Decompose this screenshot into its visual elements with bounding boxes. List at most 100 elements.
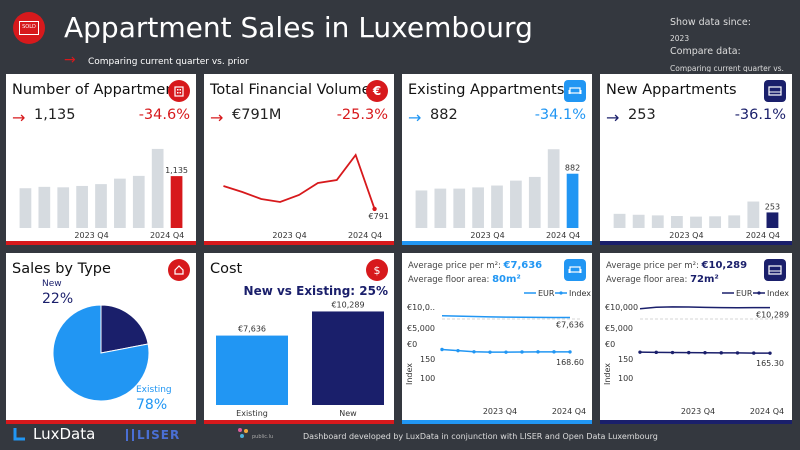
legend-index-marker: [559, 291, 563, 295]
y-tick-label: €0: [605, 340, 615, 349]
bar[interactable]: [690, 216, 702, 228]
cost-bar[interactable]: [312, 311, 384, 405]
index-point[interactable]: [488, 350, 492, 354]
bar[interactable]: [434, 188, 447, 228]
pie-slice-existing[interactable]: [52, 304, 150, 402]
index-point[interactable]: [654, 350, 658, 355]
since-filter-value[interactable]: 2023: [670, 34, 690, 43]
bar[interactable]: [547, 149, 560, 228]
index-point[interactable]: [520, 350, 524, 354]
liser-logo[interactable]: LISER: [126, 428, 180, 442]
eur-line: [639, 306, 771, 310]
bar[interactable]: [95, 184, 107, 228]
card-accent-bar: [6, 420, 196, 424]
bar[interactable]: [528, 176, 541, 228]
index-point[interactable]: [719, 351, 723, 355]
bar[interactable]: [170, 176, 183, 228]
area-value: 72m²: [690, 274, 719, 285]
kpi-change: -36.1%: [734, 107, 786, 123]
index-point[interactable]: [472, 350, 476, 354]
bar[interactable]: [19, 188, 32, 228]
index-point[interactable]: [703, 351, 707, 355]
index-point[interactable]: [638, 350, 642, 354]
euro-icon: €: [366, 80, 388, 102]
card-accent-bar: [204, 420, 394, 424]
bar-chart-new: 253 2023 Q4 2024 Q4: [613, 201, 780, 240]
pie-pct-new: 22%: [42, 291, 74, 307]
price-line: Average price per m²: €10,289: [606, 260, 747, 271]
x-tick-label: 2023 Q4: [470, 231, 504, 240]
x-tick-label: New: [339, 409, 357, 418]
arrow-right-icon: →: [64, 52, 76, 68]
index-point[interactable]: [440, 347, 444, 352]
y-tick-label: €5,000: [605, 324, 633, 333]
bar[interactable]: [651, 215, 664, 228]
kpi-value: 1,135: [34, 107, 76, 123]
bar[interactable]: [747, 201, 760, 228]
index-point[interactable]: [768, 351, 772, 355]
index-point[interactable]: [536, 350, 540, 354]
public-lu-logo[interactable]: public.lu: [236, 426, 273, 440]
bed-icon: [764, 259, 786, 281]
price-line: Average price per m²: €7,636: [408, 260, 542, 271]
index-point[interactable]: [568, 350, 572, 354]
line-chart-volume: €791 2023 Q4 2024 Q4: [223, 153, 389, 240]
footer-credit: Dashboard developed by LuxData in conjun…: [303, 432, 658, 441]
bar[interactable]: [453, 188, 466, 228]
kpi-value: €791M: [232, 107, 282, 123]
bar[interactable]: [670, 216, 683, 228]
luxdata-logo[interactable]: LuxData: [12, 425, 95, 443]
arrow-right-icon: →: [408, 108, 422, 127]
arrow-right-icon: →: [606, 108, 620, 127]
hand-house-icon: [168, 259, 190, 281]
card-title: Sales by Type: [12, 261, 111, 277]
pie-slice-new[interactable]: [100, 304, 149, 354]
bar[interactable]: [415, 190, 428, 228]
y-axis-title: Index: [405, 363, 414, 385]
compare-filter-label: Compare data:: [670, 46, 741, 57]
x-tick-label: 2023 Q4: [74, 231, 108, 240]
price-index-chart-existing: EUR Index €10,0.. €5,000 €0 €7,636 150 100 Index…: [405, 289, 591, 416]
cost-subtitle: New vs Existing: 25%: [243, 284, 388, 298]
bar[interactable]: [132, 175, 145, 228]
index-point[interactable]: [752, 351, 756, 355]
y-axis-title: Index: [603, 363, 612, 385]
bar[interactable]: [57, 187, 70, 228]
eur-end-label: €10,289: [756, 311, 789, 320]
area-label: Average floor area:: [606, 275, 688, 285]
bar[interactable]: [491, 185, 503, 228]
index-point[interactable]: [456, 348, 460, 353]
x-tick-label: 2024 Q4: [348, 231, 382, 240]
index-point[interactable]: [504, 350, 508, 354]
index-point[interactable]: [687, 350, 691, 355]
volume-line: [223, 153, 376, 210]
cost-bar[interactable]: [216, 335, 288, 405]
index-point[interactable]: [735, 351, 740, 355]
bar[interactable]: [510, 180, 522, 228]
bar[interactable]: [709, 216, 722, 228]
bar[interactable]: [728, 215, 741, 228]
page-title: Appartment Sales in Luxembourg: [64, 11, 533, 44]
bar[interactable]: [38, 186, 51, 228]
line-point[interactable]: [372, 206, 377, 212]
kpi-card-existing: Existing Appartments → 882 -34.1% 882 202…: [402, 74, 592, 245]
bar[interactable]: [566, 173, 579, 228]
bar[interactable]: [632, 214, 645, 228]
bar[interactable]: [766, 212, 779, 228]
x-tick-label: 2023 Q4: [669, 231, 703, 240]
kpi-card-new: New Appartments → 253 -36.1% 253 2023 Q4 2…: [600, 74, 792, 245]
bar[interactable]: [76, 185, 88, 228]
bar[interactable]: [472, 187, 484, 228]
compare-filter-value[interactable]: Comparing current quarter vs.: [670, 64, 784, 72]
bar[interactable]: [613, 213, 626, 228]
price-label: Average price per m²:: [408, 261, 501, 271]
card-accent-bar: [402, 241, 592, 245]
x-tick-label: 2023 Q4: [483, 407, 517, 416]
bar[interactable]: [114, 178, 126, 228]
bar-value-label: €10,289: [331, 300, 364, 309]
sofa-icon: [564, 80, 586, 102]
index-point[interactable]: [552, 350, 556, 354]
bar-value-label: 1,135: [165, 166, 188, 175]
bar[interactable]: [151, 148, 164, 228]
index-point[interactable]: [670, 350, 675, 355]
